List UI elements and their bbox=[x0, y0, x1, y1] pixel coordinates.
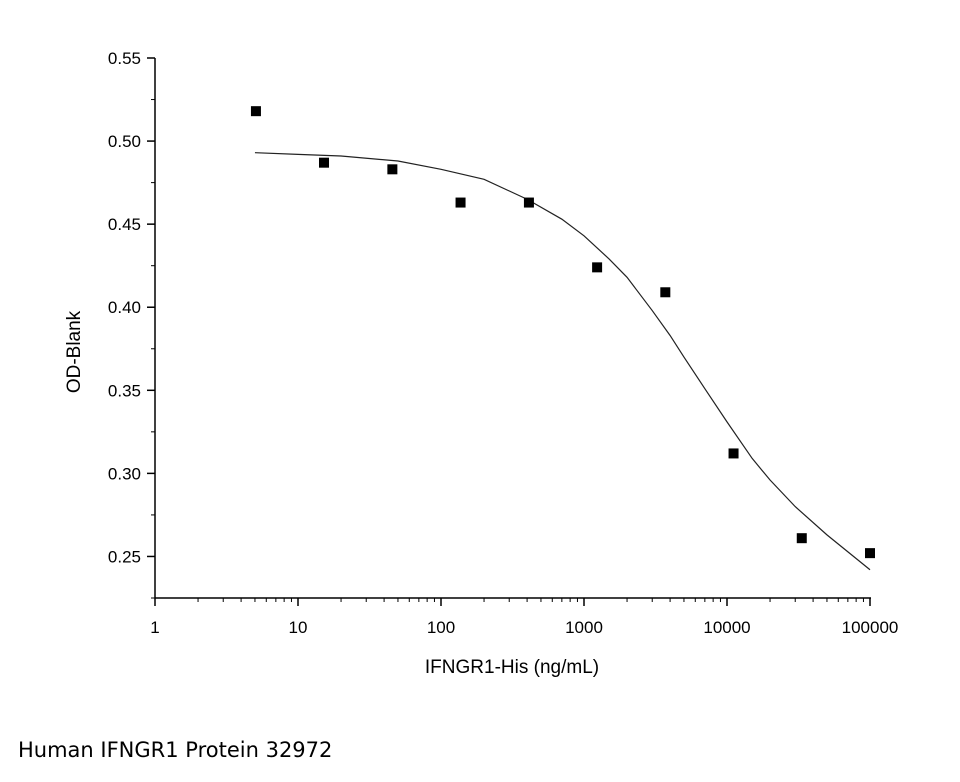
data-point bbox=[796, 533, 807, 544]
x-tick-label: 100000 bbox=[842, 618, 899, 637]
fit-curve bbox=[254, 152, 871, 571]
data-point bbox=[728, 448, 739, 459]
data-point bbox=[523, 197, 534, 208]
y-tick-label: 0.40 bbox=[108, 298, 141, 317]
x-axis-label: IFNGR1-His (ng/mL) bbox=[425, 657, 599, 678]
data-point bbox=[865, 548, 875, 559]
data-point bbox=[387, 164, 398, 175]
data-point bbox=[455, 197, 466, 208]
y-tick-label: 0.30 bbox=[108, 464, 141, 483]
data-point bbox=[250, 106, 261, 117]
data-point bbox=[660, 287, 671, 298]
y-tick-label: 0.45 bbox=[108, 215, 141, 234]
y-tick-label: 0.50 bbox=[108, 132, 141, 151]
data-point bbox=[319, 157, 330, 168]
y-axis-label: OD-Blank bbox=[64, 310, 85, 393]
x-tick-label: 10000 bbox=[703, 618, 750, 637]
figure-caption: Human IFNGR1 Protein 32972 bbox=[18, 738, 333, 762]
x-tick-label: 1 bbox=[150, 618, 159, 637]
y-tick-label: 0.55 bbox=[108, 49, 141, 68]
y-tick-label: 0.35 bbox=[108, 381, 141, 400]
minor-ticks bbox=[151, 99, 864, 602]
fit-layer bbox=[254, 152, 871, 571]
x-tick-label: 100 bbox=[427, 618, 455, 637]
x-tick-label: 10 bbox=[289, 618, 308, 637]
y-tick-label: 0.25 bbox=[108, 547, 141, 566]
x-tick-label: 1000 bbox=[565, 618, 603, 637]
tick-layer: 1 10 100 1000 10000 100000 0.25 0.30 0.35 0.40 0.4… bbox=[108, 49, 898, 637]
points-layer bbox=[250, 106, 875, 559]
data-point bbox=[592, 262, 603, 273]
